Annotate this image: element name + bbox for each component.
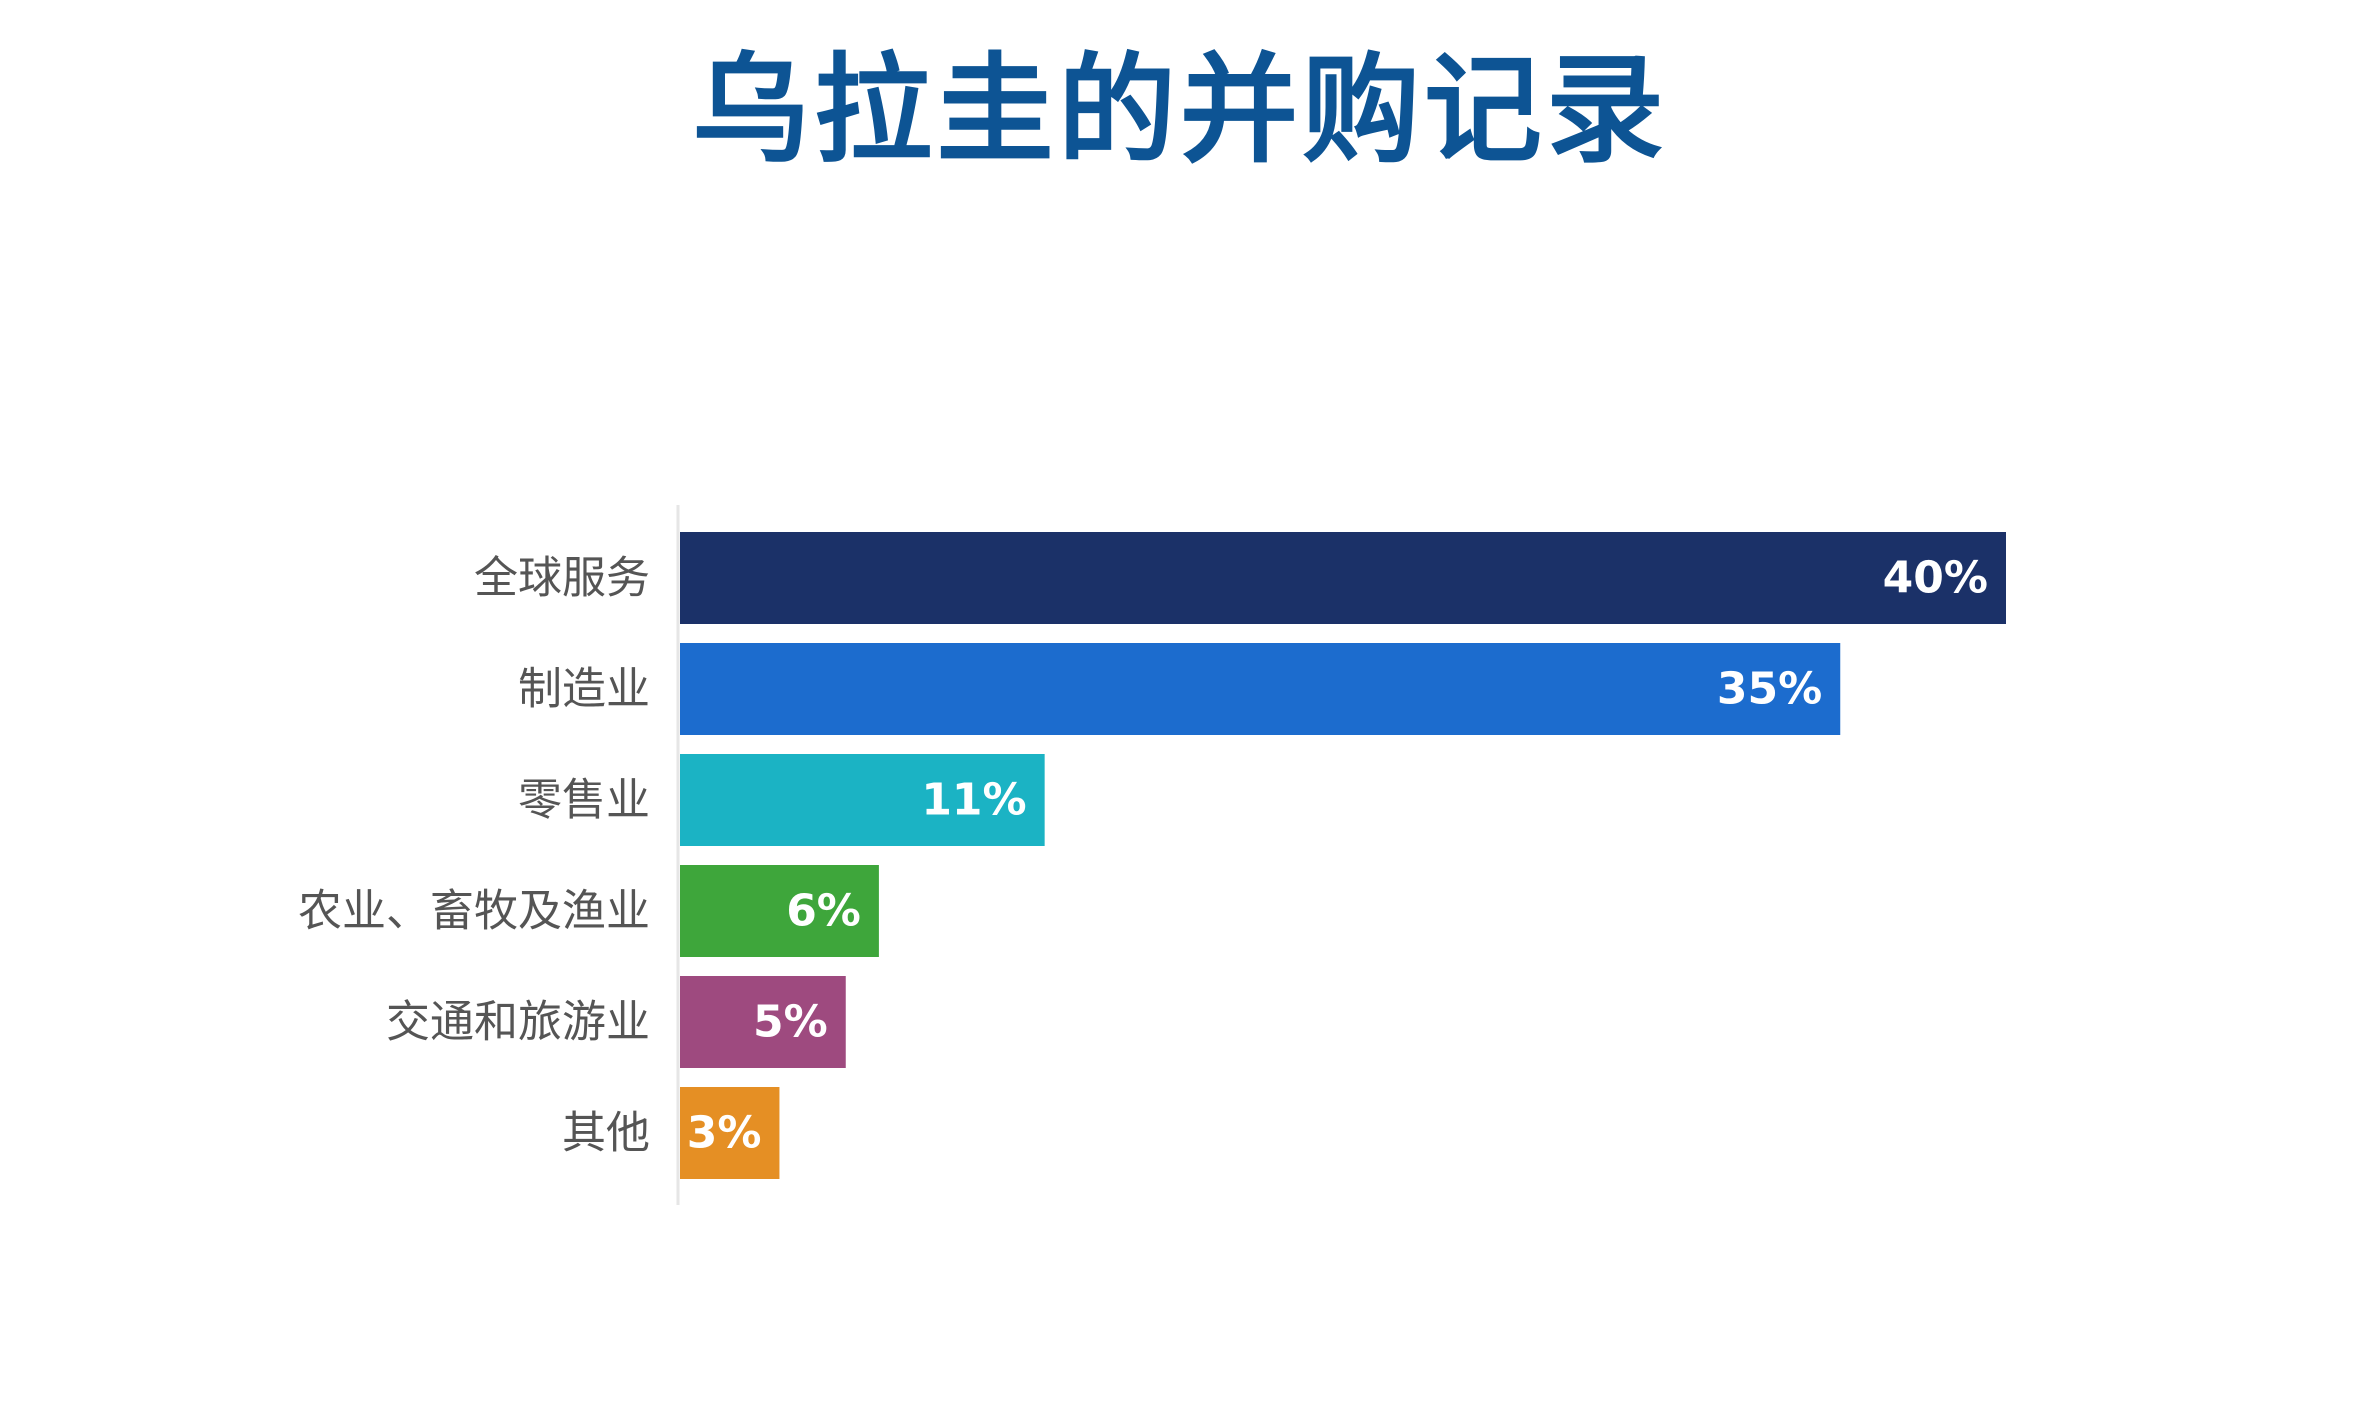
value-label-2: 11% — [921, 775, 1026, 826]
bar-4 — [680, 976, 846, 1068]
category-label-5: 其他 — [562, 1108, 650, 1159]
value-label-0: 40% — [1883, 553, 1988, 604]
bar-3 — [680, 865, 879, 957]
bar-0 — [680, 532, 2006, 624]
value-label-5: 3% — [687, 1108, 762, 1159]
value-label-3: 6% — [786, 886, 861, 937]
bar-1 — [680, 643, 1841, 735]
value-label-4: 5% — [753, 997, 828, 1048]
bars-group: 全球服务 40% 制造业 35% 零售业 11% 农业、畜牧及渔业 6% 交通和旅游业 5% 其他 3… — [298, 532, 2006, 1179]
category-label-3: 农业、畜牧及渔业 — [298, 886, 650, 937]
category-label-2: 零售业 — [518, 775, 650, 826]
category-label-0: 全球服务 — [474, 553, 650, 604]
bar-5 — [680, 1087, 780, 1179]
chart-title: 乌拉圭的并购记录 — [691, 41, 1668, 179]
category-label-4: 交通和旅游业 — [386, 997, 650, 1048]
value-label-1: 35% — [1717, 664, 1822, 715]
category-label-1: 制造业 — [518, 664, 650, 715]
bar-2 — [680, 754, 1045, 846]
